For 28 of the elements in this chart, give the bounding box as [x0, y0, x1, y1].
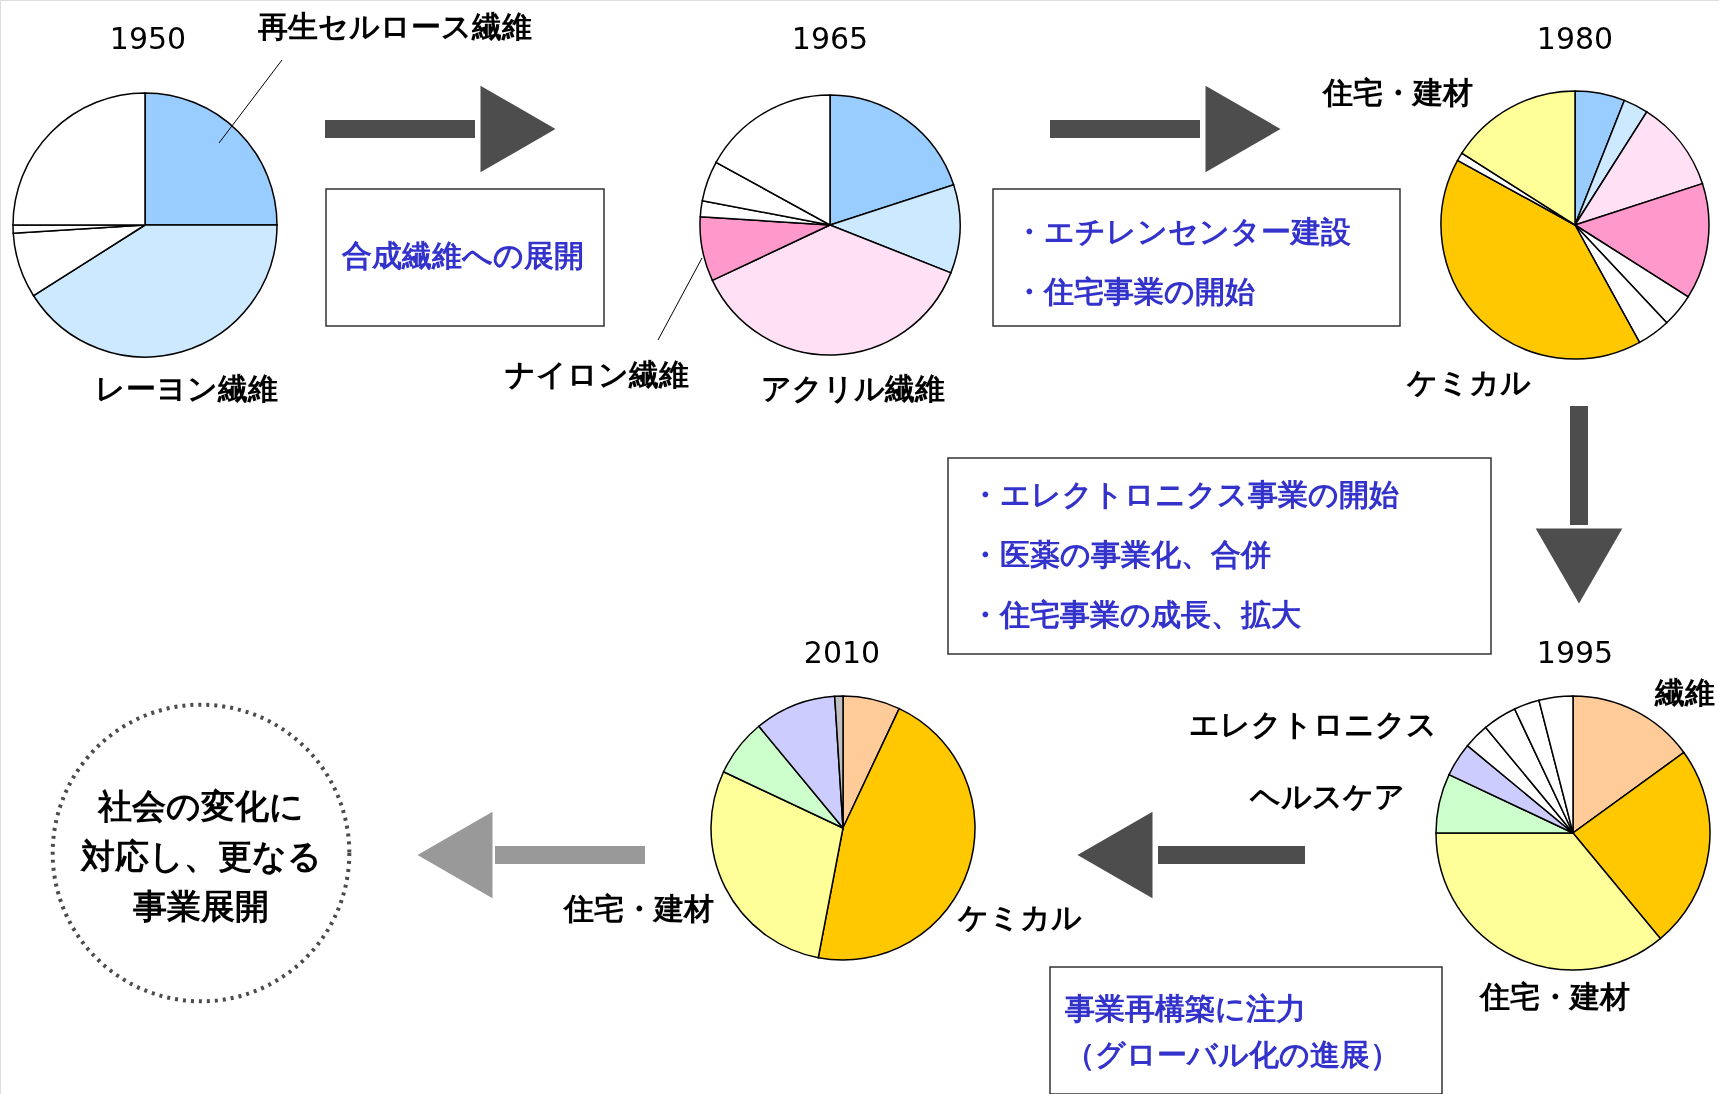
slice-label: 住宅・建材 — [1478, 979, 1630, 1014]
text: ・住宅事業の開始 — [1014, 274, 1255, 309]
chart-title: 1950 — [109, 21, 187, 56]
text: 対応し、更なる — [79, 836, 322, 876]
slice-label: ケミカル — [1406, 365, 1531, 400]
text: 合成繊維への展開 — [341, 238, 584, 273]
chart-title: 2010 — [803, 635, 881, 670]
text: ・住宅事業の成長、拡大 — [970, 597, 1302, 632]
slice-label: アクリル繊維 — [761, 371, 945, 406]
text: 社会の変化に — [97, 786, 304, 826]
text: 事業展開 — [132, 886, 269, 926]
slice-label: 住宅・建材 — [562, 891, 714, 926]
text: （グローバル化の進展） — [1065, 1037, 1400, 1072]
slice-label: 住宅・建材 — [1321, 75, 1473, 110]
slice-label: レーヨン繊維 — [94, 371, 278, 406]
slice-label: エレクトロニクス — [1189, 707, 1437, 742]
chart-title: 1965 — [791, 21, 869, 56]
slice-label: ヘルスケア — [1248, 779, 1405, 814]
text: 事業再構築に注力 — [1064, 991, 1306, 1026]
slice-label: 繊維 — [1654, 675, 1715, 710]
slice-label: ナイロン繊維 — [505, 357, 689, 392]
text: ・エレクトロニクス事業の開始 — [970, 477, 1399, 512]
chart-title: 1995 — [1536, 635, 1614, 670]
slice-label: 再生セルロース繊維 — [257, 9, 532, 44]
text: ・エチレンセンター建設 — [1014, 214, 1351, 249]
text: ・医薬の事業化、合併 — [970, 537, 1271, 572]
slice-label: ケミカル — [957, 900, 1082, 935]
chart-title: 1980 — [1536, 21, 1614, 56]
